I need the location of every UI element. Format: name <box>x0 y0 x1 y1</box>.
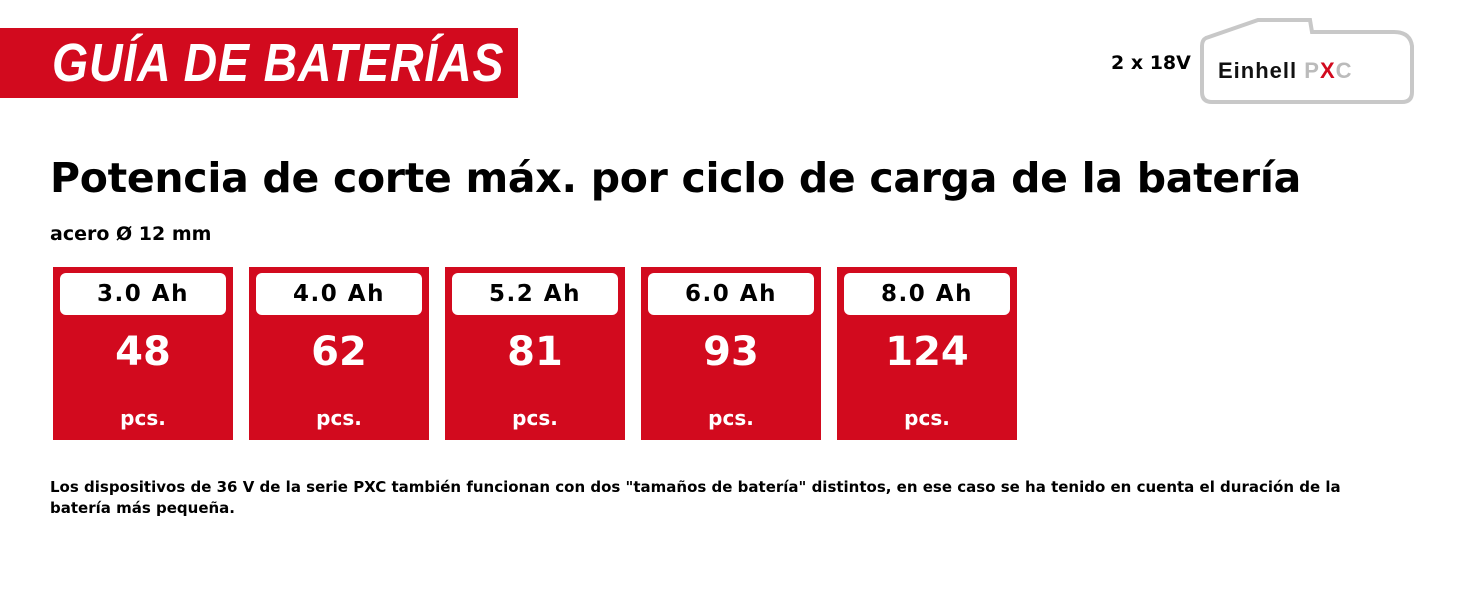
capacity-label: 3.0 Ah <box>60 273 226 315</box>
cut-count: 48 <box>115 329 171 375</box>
unit-label: pcs. <box>512 406 558 430</box>
battery-card: 6.0 Ah 93 pcs. <box>641 267 821 440</box>
page-subtitle: acero Ø 12 mm <box>50 223 212 245</box>
capacity-label: 4.0 Ah <box>256 273 422 315</box>
battery-card: 8.0 Ah 124 pcs. <box>837 267 1017 440</box>
capacity-label: 6.0 Ah <box>648 273 814 315</box>
unit-label: pcs. <box>120 406 166 430</box>
title-banner: GUÍA DE BATERÍAS <box>0 28 518 98</box>
capacity-label: 8.0 Ah <box>844 273 1010 315</box>
capacity-label: 5.2 Ah <box>452 273 618 315</box>
voltage-label: 2 x 18V <box>1111 52 1191 74</box>
page-title: Potencia de corte máx. por ciclo de carg… <box>50 154 1301 202</box>
battery-cards: 3.0 Ah 48 pcs. 4.0 Ah 62 pcs. 5.2 Ah 81 … <box>53 267 1017 440</box>
unit-label: pcs. <box>708 406 754 430</box>
unit-label: pcs. <box>316 406 362 430</box>
einhell-pxc-logo: Einhell PXC <box>1218 58 1353 83</box>
battery-card: 3.0 Ah 48 pcs. <box>53 267 233 440</box>
cut-count: 62 <box>311 329 367 375</box>
cut-count: 93 <box>703 329 759 375</box>
cut-count: 124 <box>885 329 969 375</box>
battery-card: 5.2 Ah 81 pcs. <box>445 267 625 440</box>
unit-label: pcs. <box>904 406 950 430</box>
footnote: Los dispositivos de 36 V de la serie PXC… <box>50 478 1341 517</box>
battery-outline-logo <box>1200 18 1414 104</box>
battery-card: 4.0 Ah 62 pcs. <box>249 267 429 440</box>
banner-title: GUÍA DE BATERÍAS <box>52 33 505 93</box>
cut-count: 81 <box>507 329 563 375</box>
